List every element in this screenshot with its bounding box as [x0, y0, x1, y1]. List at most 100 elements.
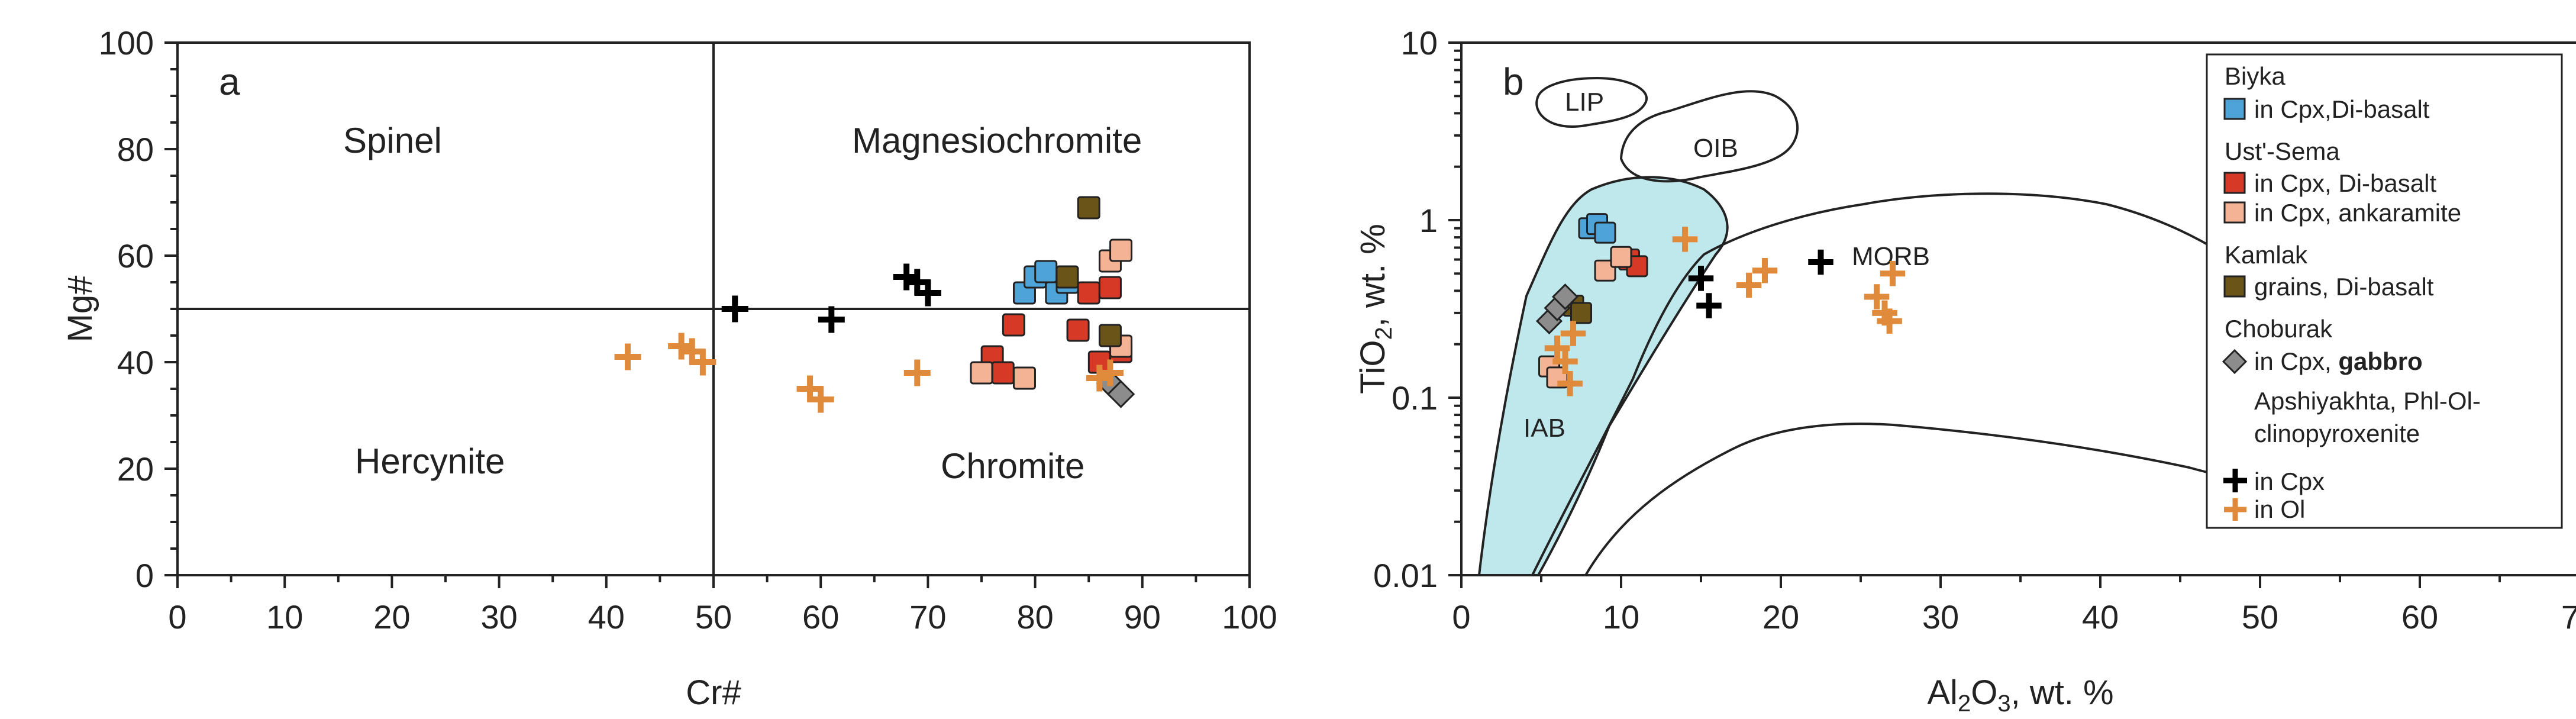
b-point — [1688, 266, 1714, 291]
a-point — [1077, 281, 1100, 305]
legend-ustsema-item2: in Cpx, ankaramite — [2254, 199, 2461, 227]
region-hercynite: Hercynite — [355, 441, 505, 481]
legend-kamlak-swatch — [2223, 275, 2246, 298]
legend-apsh-cpx-swatch — [2223, 469, 2247, 492]
field-oib-label: OIB — [1693, 134, 1738, 163]
legend-box — [2206, 53, 2563, 529]
b-xtick-label: 0 — [1452, 598, 1470, 636]
legend-choburak-item-pre: in Cpx, — [2254, 347, 2338, 375]
a-xtick-label: 100 — [1222, 598, 1277, 636]
a-xtick-label: 40 — [588, 598, 625, 636]
b-point — [1552, 349, 1578, 375]
panel-a-ticks: 0 10 20 30 40 50 60 70 80 90 100 0 20 40 60 80 100 — [99, 24, 1277, 636]
b-xtick-label: 20 — [1762, 598, 1799, 636]
legend-apsh-ol-swatch — [2224, 498, 2246, 521]
legend-apsh-head2: clinopyroxenite — [2254, 420, 2420, 447]
legend-choburak-swatch — [2222, 349, 2248, 375]
a-point — [1002, 313, 1025, 337]
ylabel-sub2: 2 — [1371, 327, 1397, 340]
panel-b: LIP OIB IAB MORB 0102030405060700.010.11… — [1354, 24, 2576, 717]
a-point — [1106, 380, 1135, 408]
panel-a-label: a — [219, 60, 240, 103]
legend: Biyka in Cpx,Di-basalt Ust'-Sema in Cpx,… — [2206, 53, 2563, 529]
b-point — [1551, 283, 1579, 311]
field-lip-label: LIP — [1565, 88, 1604, 117]
panel-a-xlabel: Cr# — [686, 673, 741, 712]
legend-apsh-item2: in Ol — [2254, 495, 2305, 523]
b-ytick-label: 0.01 — [1373, 557, 1438, 594]
b-xtick-label: 30 — [1922, 598, 1959, 636]
legend-choburak-item-bold: gabbro — [2338, 347, 2422, 375]
legend-kamlak-item: grains, Di-basalt — [2254, 273, 2434, 301]
region-magnesiochromite: Magnesiochromite — [852, 121, 1142, 160]
legend-ustsema-ankaramite-swatch — [2223, 201, 2246, 224]
a-point — [1012, 366, 1036, 390]
a-xtick-label: 30 — [480, 598, 517, 636]
legend-choburak-head: Choburak — [2225, 315, 2333, 343]
legend-ustsema-item1: in Cpx, Di-basalt — [2254, 169, 2436, 197]
a-point — [991, 361, 1015, 385]
a-ytick-label: 100 — [99, 24, 154, 62]
b-point — [1736, 272, 1762, 298]
xlabel-al: Al — [1927, 673, 1958, 712]
legend-biyka-item: in Cpx,Di-basalt — [2254, 95, 2430, 123]
legend-apsh-item1: in Cpx — [2254, 467, 2325, 495]
legend-choburak-item: in Cpx, gabbro — [2254, 347, 2423, 375]
field-lip-outline — [1535, 76, 1648, 128]
a-point — [1034, 260, 1058, 283]
a-xtick-label: 50 — [695, 598, 732, 636]
panel-b-label: b — [1503, 60, 1524, 103]
legend-apsh-head1: Apshiyakhta, Phl-Ol- — [2254, 387, 2481, 415]
a-ytick-label: 40 — [117, 344, 154, 381]
region-spinel: Spinel — [343, 121, 442, 160]
a-ytick-label: 0 — [135, 557, 154, 594]
region-chromite: Chromite — [941, 446, 1084, 486]
b-point — [1594, 221, 1616, 244]
a-point — [1109, 238, 1133, 262]
panel-a-points — [614, 196, 1135, 413]
b-point — [1877, 308, 1902, 334]
field-iab-label: IAB — [1523, 414, 1565, 443]
b-ytick-label: 1 — [1419, 202, 1438, 239]
a-xtick-label: 10 — [266, 598, 303, 636]
b-xtick-label: 70 — [2561, 598, 2576, 636]
b-point — [1560, 321, 1586, 346]
a-point — [1077, 196, 1100, 220]
a-xtick-label: 60 — [802, 598, 839, 636]
a-point — [1066, 318, 1090, 342]
xlabel-sub3: 3 — [1997, 691, 2010, 717]
panel-b-frame — [1460, 41, 2576, 576]
a-point — [614, 343, 641, 370]
b-point — [1752, 257, 1778, 283]
a-ytick-label: 20 — [117, 450, 154, 488]
legend-biyka-head: Biyka — [2225, 62, 2286, 90]
a-point — [1096, 359, 1124, 386]
b-point — [1544, 336, 1570, 361]
panel-b-ylabel: TiO2, wt. % — [1354, 224, 1397, 394]
a-point — [818, 306, 845, 333]
b-point — [1864, 284, 1890, 309]
a-point — [721, 295, 748, 323]
b-point — [1570, 302, 1592, 324]
b-xtick-label: 60 — [2401, 598, 2438, 636]
field-oib-outline — [1619, 90, 1799, 183]
a-ytick-label: 80 — [117, 131, 154, 168]
a-point — [1098, 276, 1122, 299]
legend-biyka-swatch — [2223, 98, 2246, 120]
b-point — [1808, 249, 1833, 275]
a-point — [970, 361, 993, 385]
a-xtick-label: 20 — [373, 598, 410, 636]
panel-a: 0 10 20 30 40 50 60 70 80 90 100 0 20 40 60 80 100 a Spi… — [61, 24, 1277, 712]
a-ytick-label: 60 — [117, 237, 154, 275]
b-ytick-label: 10 — [1401, 24, 1438, 62]
b-xtick-label: 40 — [2082, 598, 2119, 636]
a-point — [689, 349, 716, 376]
a-point — [1098, 324, 1122, 347]
b-point — [1610, 246, 1632, 268]
b-point — [1696, 293, 1722, 318]
a-xtick-label: 90 — [1124, 598, 1161, 636]
b-xtick-label: 50 — [2242, 598, 2278, 636]
panel-a-frame — [176, 41, 1251, 576]
panel-b-xlabel: Al2O3, wt. % — [1927, 673, 2113, 717]
